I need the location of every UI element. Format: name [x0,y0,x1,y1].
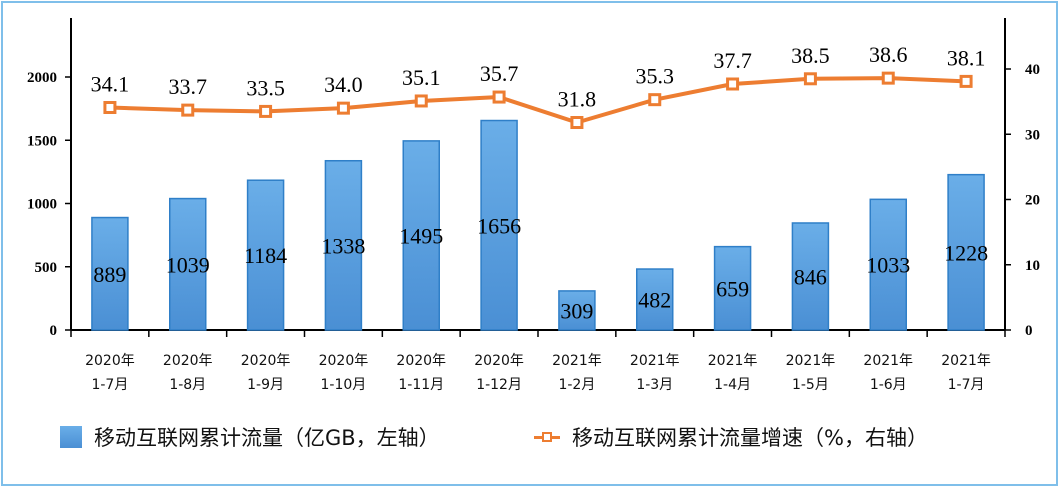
x-axis-year-label: 2021年 [708,353,758,369]
axes: 0 500 1000 1500 2000 0 10 20 30 40 2020年 1-7月 2020年 1… [27,18,1040,393]
x-axis-year-label: 2020年 [241,353,291,369]
x-axis-period-label: 1-8月 [169,377,206,393]
left-axis-tick-label: 1000 [27,197,57,213]
x-axis-year-label: 2020年 [85,353,135,369]
right-axis-tick-label: 0 [1025,323,1033,339]
right-axis-tick-label: 20 [1025,193,1040,209]
line-value-label: 31.8 [558,87,597,112]
line-marker-icon [648,93,662,107]
bar-value-label: 889 [93,262,126,287]
line-marker-icon [726,77,740,91]
line-marker-icon [259,104,273,118]
x-axis-period-label: 1-6月 [870,377,907,393]
line-marker-icon [414,94,428,108]
bar-value-label: 309 [560,298,593,323]
bar [246,179,285,331]
left-axis-tick-label: 1500 [27,133,57,149]
line-value-label: 33.5 [246,75,285,100]
right-axis-tick-label: 30 [1025,127,1040,143]
bar-value-label: 1228 [944,240,988,265]
line-marker-icon [103,100,117,114]
bar-value-label: 1033 [866,253,910,278]
x-axis-year-label: 2020年 [396,353,446,369]
bar [869,198,907,331]
bar-legend-swatch-icon [60,426,82,448]
line-marker-icon [959,74,973,88]
x-axis-year-label: 2021年 [786,353,836,369]
x-axis-year-label: 2021年 [863,353,913,369]
x-axis-period-label: 1-10月 [321,377,367,393]
x-axis-period-label: 1-12月 [476,377,522,393]
legend-line-label: 移动互联网累计流量增速（%，右轴） [572,426,928,450]
line-value-label: 38.1 [947,45,986,70]
line-value-label: 34.1 [91,71,130,96]
bar [480,119,518,331]
line-marker-icon [181,103,195,117]
bar-value-label: 482 [638,288,671,313]
data-labels: 889 1039 1184 1338 1495 1656 309 482 659 846 1033 1… [91,42,988,323]
bar-value-label: 1495 [399,223,443,248]
bar [558,290,596,331]
line-marker-icon [803,72,817,86]
bar-value-label: 659 [716,276,749,301]
bar [947,173,985,331]
x-axis-year-label: 2021年 [630,353,680,369]
bar-value-label: 1656 [477,213,521,238]
legend-item-line: 移动互联网累计流量增速（%，右轴） [534,420,928,454]
bar [91,216,129,331]
x-axis-period-label: 1-5月 [792,377,829,393]
bar-series [91,119,985,331]
line-value-label: 35.3 [636,64,675,89]
x-axis-year-label: 2020年 [163,353,213,369]
x-axis-period-label: 1-11月 [398,377,444,393]
x-axis-period-label: 1-7月 [91,377,128,393]
x-axis-period-label: 1-3月 [636,377,673,393]
bar [402,140,440,331]
line-value-label: 38.6 [869,42,908,67]
right-axis-tick-label: 40 [1025,62,1040,78]
x-axis-period-label: 1-2月 [558,377,595,393]
x-axis-year-label: 2020年 [319,353,369,369]
bar [324,159,363,331]
line-series [103,71,973,130]
bar [636,268,674,331]
x-axis-year-label: 2021年 [552,353,602,369]
bar-value-label: 1039 [166,252,210,277]
bar-value-label: 1184 [244,243,287,268]
legend-bar-label: 移动互联网累计流量（亿GB，左轴） [94,426,440,450]
line-value-label: 33.7 [169,74,208,99]
x-axis-year-label: 2020年 [474,353,524,369]
line-marker-icon [336,101,350,115]
line-legend-marker-icon [534,426,560,448]
left-axis-tick-label: 500 [35,260,58,276]
bar-value-label: 1338 [321,233,365,258]
bar-value-label: 846 [794,264,827,289]
legend-item-bar: 移动互联网累计流量（亿GB，左轴） [60,420,440,454]
line-marker-icon [492,90,506,104]
left-axis-tick-label: 2000 [27,70,57,86]
line-marker-icon [570,116,584,130]
line-value-label: 37.7 [713,48,752,73]
right-axis-tick-label: 10 [1025,258,1040,274]
x-axis-period-label: 1-7月 [948,377,985,393]
x-axis-period-label: 1-9月 [247,377,284,393]
line-value-label: 35.7 [480,61,519,86]
left-axis-tick-label: 0 [50,323,58,339]
x-axis-year-label: 2021年 [941,353,991,369]
bar [169,197,207,331]
bar [713,245,752,331]
line-value-label: 38.5 [791,43,830,68]
bar [791,222,830,331]
line-marker-icon [881,71,895,85]
x-axis-period-label: 1-4月 [714,377,751,393]
line-value-label: 35.1 [402,65,441,90]
line-value-label: 34.0 [324,72,363,97]
